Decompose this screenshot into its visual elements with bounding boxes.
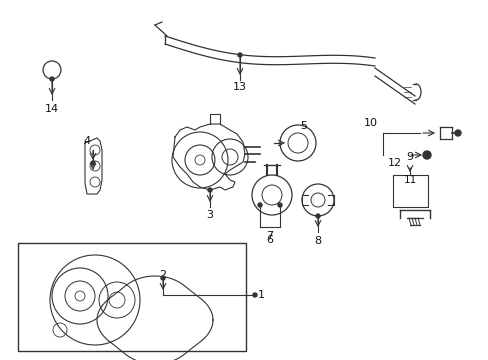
Text: 14: 14 <box>45 104 59 114</box>
Text: 6: 6 <box>266 235 273 245</box>
Text: 10: 10 <box>363 118 377 128</box>
Text: 13: 13 <box>232 82 246 92</box>
Text: 3: 3 <box>206 210 213 220</box>
Text: 4: 4 <box>83 136 90 146</box>
Text: 11: 11 <box>403 175 416 185</box>
Text: 1: 1 <box>258 290 264 300</box>
Text: 7: 7 <box>266 231 273 241</box>
Circle shape <box>207 188 212 192</box>
Circle shape <box>315 214 319 218</box>
Text: 5: 5 <box>299 121 306 131</box>
Circle shape <box>278 203 282 207</box>
Circle shape <box>422 151 430 159</box>
Bar <box>392 175 427 207</box>
Text: 9: 9 <box>406 152 413 162</box>
Circle shape <box>50 77 54 81</box>
Circle shape <box>258 203 262 207</box>
Circle shape <box>252 293 257 297</box>
Text: 2: 2 <box>159 270 166 280</box>
Text: 12: 12 <box>387 158 401 168</box>
Circle shape <box>238 53 242 57</box>
Bar <box>18 243 245 351</box>
Text: 8: 8 <box>314 236 321 246</box>
Circle shape <box>454 130 460 136</box>
Circle shape <box>91 161 95 165</box>
Circle shape <box>161 276 164 280</box>
